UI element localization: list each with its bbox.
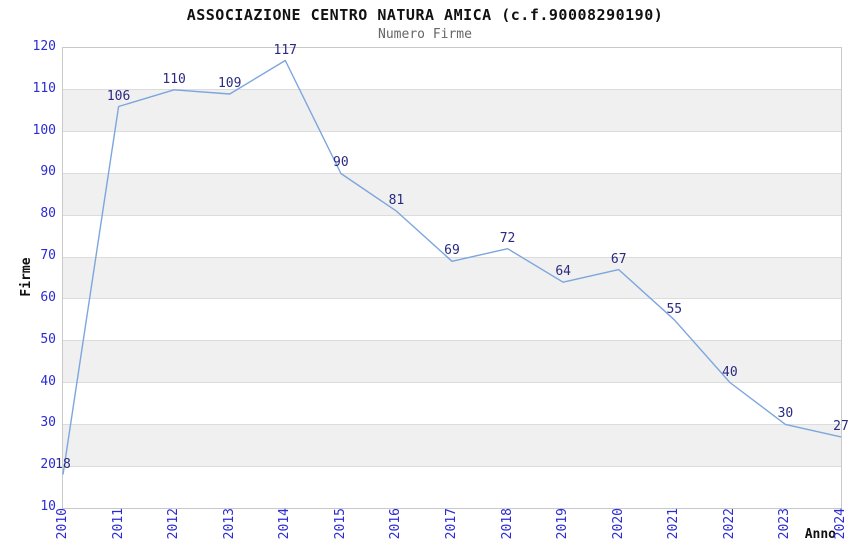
x-tick-label: 2022 xyxy=(721,508,737,540)
x-tick-label: 2016 xyxy=(388,508,404,540)
x-tick-label: 2018 xyxy=(499,508,515,540)
gridline xyxy=(63,131,841,133)
chart-title: ASSOCIAZIONE CENTRO NATURA AMICA (c.f.90… xyxy=(186,6,664,24)
data-label: 90 xyxy=(333,155,349,171)
data-label: 67 xyxy=(610,251,627,267)
chart-subtitle: Numero Firme xyxy=(378,27,472,42)
gridline xyxy=(63,172,841,174)
y-tick-label: 90 xyxy=(40,164,56,180)
data-label: 40 xyxy=(722,364,738,380)
x-tick-label: 2012 xyxy=(166,508,182,540)
y-tick-label: 100 xyxy=(32,122,56,138)
y-tick-label: 110 xyxy=(32,80,56,96)
data-label: 110 xyxy=(162,71,186,87)
data-label: 30 xyxy=(777,406,794,422)
x-tick-label: 2013 xyxy=(221,508,237,540)
data-label: 106 xyxy=(106,88,131,104)
gridline xyxy=(63,256,841,258)
y-tick-label: 30 xyxy=(40,415,56,431)
x-tick-label: 2011 xyxy=(110,508,126,540)
data-label: 81 xyxy=(388,193,405,209)
gridline xyxy=(63,340,841,342)
y-tick-label: 50 xyxy=(40,331,56,347)
data-label: 55 xyxy=(666,301,683,317)
x-tick-label: 2010 xyxy=(55,508,70,540)
y-tick-label: 70 xyxy=(40,248,56,264)
y-tick-label: 40 xyxy=(40,373,56,389)
data-label: 18 xyxy=(55,456,71,472)
x-tick-label: 2014 xyxy=(277,508,293,540)
plot-band xyxy=(63,257,841,299)
plot-band xyxy=(63,173,841,216)
y-tick-label: 20 xyxy=(40,457,56,473)
y-tick-label: 120 xyxy=(32,39,56,54)
data-label: 109 xyxy=(217,76,242,91)
x-axis-title: Anno xyxy=(804,527,836,542)
y-tick-label: 60 xyxy=(40,289,56,305)
x-tick-label: 2023 xyxy=(777,508,793,540)
x-tick-label: 2019 xyxy=(555,508,571,540)
gridline xyxy=(63,214,841,216)
data-label: 27 xyxy=(833,418,849,434)
x-tick-label: 2020 xyxy=(610,508,626,540)
gridline xyxy=(63,423,841,425)
line-series xyxy=(62,59,842,475)
gridline xyxy=(63,465,841,467)
y-tick-label: 80 xyxy=(40,206,56,222)
plot-band xyxy=(63,424,841,467)
data-label: 117 xyxy=(273,42,298,58)
data-label: 72 xyxy=(499,230,516,246)
x-tick-label: 2015 xyxy=(332,508,348,540)
plot-area: 18 106 110 109 117 90 81 69 72 64 67 55 40 30 27 xyxy=(55,42,849,509)
gridline xyxy=(63,382,841,384)
data-label: 69 xyxy=(444,243,460,259)
x-tick-label: 2021 xyxy=(666,508,682,540)
x-tick-label: 2024 xyxy=(833,508,848,540)
y-tick-label: 10 xyxy=(40,499,56,514)
plot-band xyxy=(63,89,841,132)
x-tick-label: 2017 xyxy=(444,508,459,540)
gridline xyxy=(63,298,841,300)
gridline xyxy=(63,89,841,91)
data-label: 64 xyxy=(555,264,571,280)
